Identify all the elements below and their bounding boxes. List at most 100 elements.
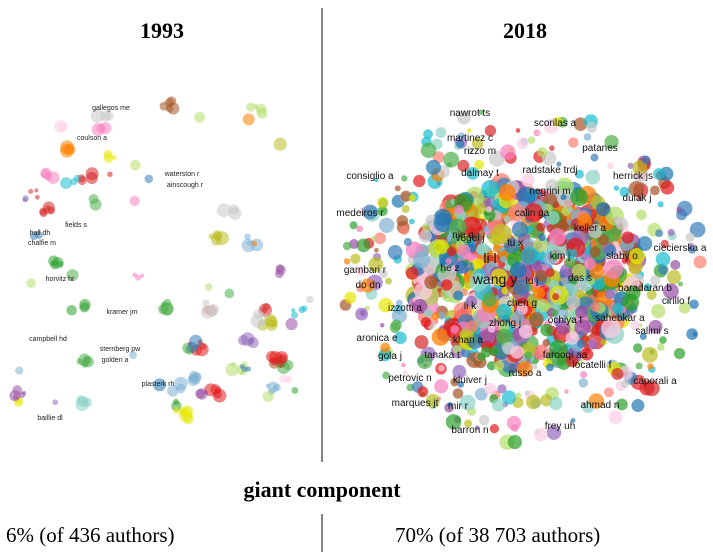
node <box>380 342 391 353</box>
node <box>588 223 603 239</box>
node <box>678 302 691 314</box>
node <box>650 275 661 286</box>
node <box>228 203 240 215</box>
node <box>456 110 471 125</box>
node-label: slaby o <box>606 251 638 262</box>
node <box>173 407 181 415</box>
node <box>583 133 592 141</box>
node <box>265 315 278 328</box>
node <box>356 266 367 277</box>
node <box>516 361 533 377</box>
caption: 70% (of 38 703 authors) <box>395 523 600 547</box>
node <box>343 258 351 265</box>
node <box>450 377 460 387</box>
node <box>533 238 547 253</box>
node <box>651 304 666 319</box>
node <box>616 398 628 411</box>
node <box>516 186 536 206</box>
node <box>521 173 535 187</box>
node <box>76 358 83 365</box>
node <box>262 303 271 311</box>
node-label: kramer jm <box>106 309 137 316</box>
node <box>99 121 112 135</box>
node <box>628 181 645 197</box>
node <box>542 338 551 347</box>
node <box>480 346 492 358</box>
node <box>380 323 385 328</box>
node <box>164 98 174 108</box>
node <box>374 247 379 253</box>
node <box>379 217 395 233</box>
node <box>538 233 546 242</box>
node <box>441 279 453 291</box>
node <box>417 353 433 370</box>
node <box>570 188 588 207</box>
node <box>491 398 505 412</box>
node <box>77 395 89 407</box>
node <box>570 418 576 423</box>
node <box>370 235 377 242</box>
node <box>449 218 467 237</box>
node <box>527 136 536 144</box>
node <box>390 319 402 331</box>
node <box>60 177 73 190</box>
node <box>454 260 469 274</box>
node <box>44 172 53 181</box>
node <box>565 331 579 345</box>
node <box>224 288 235 299</box>
node <box>401 175 408 182</box>
node <box>447 401 453 408</box>
node <box>632 343 643 353</box>
node-label: fu x <box>507 238 523 249</box>
node <box>577 213 592 228</box>
node <box>262 391 274 403</box>
node <box>490 268 508 286</box>
node <box>457 132 466 140</box>
node <box>589 246 601 258</box>
node-label: chen g <box>507 298 537 309</box>
caption: 6% (of 436 authors) <box>6 523 175 547</box>
node <box>552 201 560 209</box>
node <box>445 257 453 265</box>
node-label: russo a <box>509 368 542 379</box>
node <box>374 232 386 245</box>
node <box>413 174 426 188</box>
node <box>568 276 578 286</box>
node <box>211 307 218 314</box>
node <box>578 378 589 388</box>
node <box>503 215 511 223</box>
node <box>82 355 91 364</box>
node <box>306 295 314 304</box>
node <box>454 204 464 215</box>
node <box>112 155 117 160</box>
node <box>659 336 667 344</box>
node <box>461 216 482 237</box>
node <box>401 204 410 213</box>
node <box>491 223 512 244</box>
node <box>250 314 265 328</box>
node-label: marques jt <box>392 398 439 409</box>
node <box>399 225 410 235</box>
node <box>524 203 544 223</box>
node <box>685 232 695 242</box>
node <box>368 257 384 273</box>
node <box>585 169 601 185</box>
node <box>134 274 141 281</box>
node <box>466 166 480 180</box>
node-label: aronica e <box>356 333 398 344</box>
node <box>574 169 584 179</box>
node <box>79 302 90 313</box>
node <box>379 269 388 279</box>
node <box>528 312 544 328</box>
node-label: mir r <box>448 401 469 412</box>
node <box>474 159 485 170</box>
node <box>467 128 472 133</box>
node <box>128 351 138 360</box>
node <box>85 171 98 184</box>
node <box>90 109 105 124</box>
node <box>54 119 68 133</box>
node-label: negrini m <box>529 186 570 197</box>
node <box>564 389 569 394</box>
node-label: das s <box>568 273 592 284</box>
node-label: nawrot ts <box>450 108 491 119</box>
